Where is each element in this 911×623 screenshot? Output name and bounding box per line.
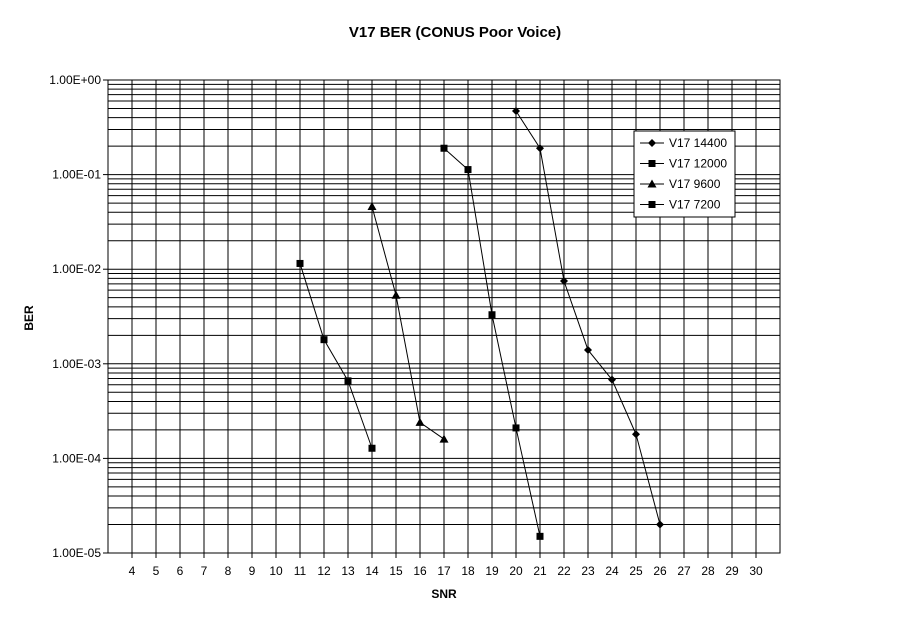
x-tick-label: 30 bbox=[749, 564, 763, 578]
x-tick-label: 23 bbox=[581, 564, 595, 578]
data-point bbox=[632, 430, 640, 439]
data-point bbox=[344, 377, 352, 385]
series-line bbox=[299, 263, 373, 449]
chart-title: V17 BER (CONUS Poor Voice) bbox=[349, 24, 561, 41]
x-tick-label: 6 bbox=[177, 564, 184, 578]
x-tick-label: 28 bbox=[701, 564, 715, 578]
data-point bbox=[584, 345, 592, 354]
data-point bbox=[368, 444, 376, 452]
x-axis-ticks: 4 5 6 7 8 9 10 11 12 13 14 15 16 17 18 19 20 21 22 23 24 25 26… bbox=[129, 553, 763, 578]
x-tick-label: 20 bbox=[509, 564, 523, 578]
y-tick-label: 1.00E-03 bbox=[52, 357, 101, 371]
data-point bbox=[440, 144, 448, 152]
legend-item: V17 14400 bbox=[640, 136, 727, 150]
x-tick-label: 14 bbox=[365, 564, 379, 578]
legend-label: V17 7200 bbox=[669, 198, 721, 212]
data-point bbox=[608, 375, 616, 384]
data-point bbox=[367, 202, 377, 211]
x-tick-label: 22 bbox=[557, 564, 571, 578]
legend-marker bbox=[648, 201, 656, 208]
legend-marker bbox=[648, 139, 656, 147]
data-point bbox=[560, 277, 568, 286]
x-tick-label: 10 bbox=[269, 564, 283, 578]
x-tick-label: 29 bbox=[725, 564, 739, 578]
data-point bbox=[536, 144, 544, 153]
x-tick-label: 13 bbox=[341, 564, 355, 578]
legend-item: V17 7200 bbox=[640, 198, 721, 212]
x-tick-label: 17 bbox=[437, 564, 451, 578]
grid-lines bbox=[108, 80, 780, 554]
x-tick-label: 4 bbox=[129, 564, 136, 578]
x-axis-title: SNR bbox=[431, 587, 457, 601]
x-tick-label: 21 bbox=[533, 564, 547, 578]
x-tick-label: 19 bbox=[485, 564, 499, 578]
y-axis-ticks: 1.00E+00 1.00E-01 1.00E-02 1.00E-03 1.00E-04… bbox=[49, 73, 108, 560]
legend-label: V17 12000 bbox=[669, 157, 727, 171]
x-tick-label: 24 bbox=[605, 564, 619, 578]
data-point bbox=[415, 417, 425, 426]
series-line bbox=[371, 206, 445, 440]
y-tick-label: 1.00E+00 bbox=[49, 73, 101, 87]
x-tick-label: 27 bbox=[677, 564, 691, 578]
data-point bbox=[536, 532, 544, 540]
legend-marker bbox=[648, 160, 656, 167]
y-tick-label: 1.00E-01 bbox=[52, 168, 101, 182]
x-tick-label: 25 bbox=[629, 564, 643, 578]
x-tick-label: 26 bbox=[653, 564, 667, 578]
legend-label: V17 14400 bbox=[669, 136, 727, 150]
y-tick-label: 1.00E-04 bbox=[52, 451, 101, 465]
x-tick-label: 8 bbox=[225, 564, 232, 578]
data-point bbox=[512, 107, 520, 116]
x-tick-label: 12 bbox=[317, 564, 331, 578]
data-point bbox=[512, 424, 520, 432]
data-point bbox=[320, 336, 328, 344]
data-point bbox=[439, 434, 449, 443]
x-tick-label: 5 bbox=[153, 564, 160, 578]
x-tick-label: 16 bbox=[413, 564, 427, 578]
x-tick-label: 9 bbox=[249, 564, 256, 578]
x-tick-label: 15 bbox=[389, 564, 403, 578]
y-tick-label: 1.00E-02 bbox=[52, 262, 101, 276]
legend-item: V17 9600 bbox=[640, 177, 721, 191]
x-tick-label: 18 bbox=[461, 564, 475, 578]
data-point bbox=[656, 520, 664, 529]
x-tick-label: 11 bbox=[294, 564, 307, 578]
data-point bbox=[464, 166, 472, 174]
legend-label: V17 9600 bbox=[669, 177, 721, 191]
series-group bbox=[296, 107, 664, 540]
y-tick-label: 1.00E-05 bbox=[52, 546, 101, 560]
x-tick-label: 7 bbox=[201, 564, 208, 578]
data-point bbox=[296, 259, 304, 267]
data-point bbox=[488, 311, 496, 319]
legend-item: V17 12000 bbox=[640, 157, 727, 171]
y-axis-title: BER bbox=[22, 305, 36, 331]
legend: V17 14400 V17 12000 V17 9600 V17 7200 bbox=[633, 130, 736, 218]
series-v17-9600 bbox=[367, 202, 449, 443]
data-point bbox=[391, 290, 401, 299]
series-v17-12000 bbox=[440, 144, 544, 540]
series-v17-14400 bbox=[512, 107, 664, 529]
series-v17-7200 bbox=[296, 259, 376, 452]
legend-marker bbox=[647, 179, 657, 188]
